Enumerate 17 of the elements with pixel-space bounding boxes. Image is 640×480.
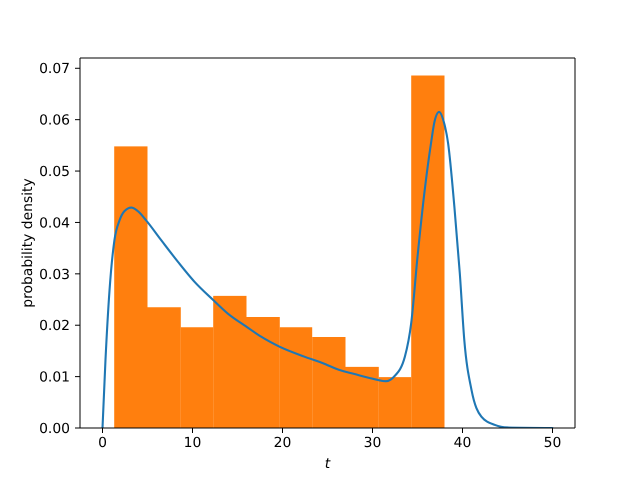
y-tick-label: 0.01 [39, 370, 70, 386]
x-tick-label: 10 [184, 434, 202, 451]
y-tick-label: 0.00 [39, 420, 70, 437]
y-tick-label: 0.07 [39, 61, 70, 78]
y-axis-title: probability density [20, 178, 36, 308]
y-tick-label: 0.04 [39, 215, 70, 232]
y-tick-label: 0.05 [39, 164, 70, 180]
y-tick-label: 0.03 [39, 266, 70, 283]
line-series [101, 110, 554, 428]
x-tick-label: 20 [274, 434, 292, 451]
x-tick-label: 40 [454, 434, 472, 451]
x-tick-label: 0 [98, 434, 107, 451]
y-tick-label: 0.06 [39, 112, 70, 129]
y-tick-label: 0.02 [39, 318, 70, 334]
x-axis-title: t [324, 456, 331, 472]
x-tick-label: 30 [364, 434, 382, 451]
x-tick-label: 50 [544, 434, 562, 451]
